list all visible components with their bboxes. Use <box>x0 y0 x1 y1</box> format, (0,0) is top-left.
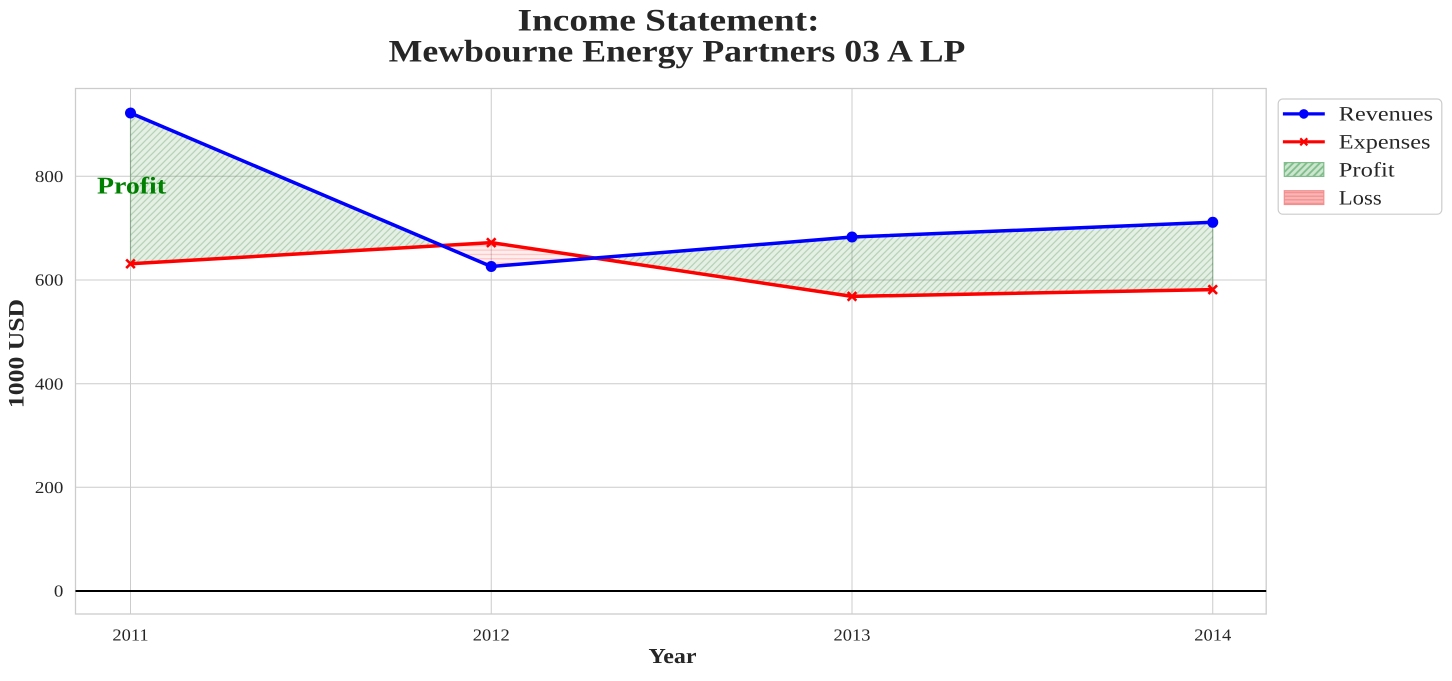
svg-text:0: 0 <box>54 582 63 601</box>
svg-text:200: 200 <box>35 478 63 497</box>
svg-text:600: 600 <box>35 271 63 290</box>
svg-text:800: 800 <box>35 167 63 186</box>
svg-text:2011: 2011 <box>112 626 148 645</box>
svg-text:2014: 2014 <box>1194 626 1232 645</box>
svg-text:Loss: Loss <box>1339 187 1382 209</box>
svg-text:Expenses: Expenses <box>1339 132 1431 154</box>
svg-text:Profit: Profit <box>1339 159 1395 181</box>
svg-text:2012: 2012 <box>473 626 510 645</box>
svg-text:Profit: Profit <box>97 174 166 200</box>
svg-text:400: 400 <box>35 374 63 393</box>
svg-text:2013: 2013 <box>834 626 871 645</box>
svg-text:Revenues: Revenues <box>1339 103 1433 125</box>
svg-text:Year: Year <box>649 644 697 668</box>
svg-text:Income Statement:: Income Statement: <box>517 3 819 38</box>
svg-text:Mewbourne Energy Partners 03 A: Mewbourne Energy Partners 03 A LP <box>389 34 966 69</box>
svg-text:1000 USD: 1000 USD <box>3 299 28 408</box>
